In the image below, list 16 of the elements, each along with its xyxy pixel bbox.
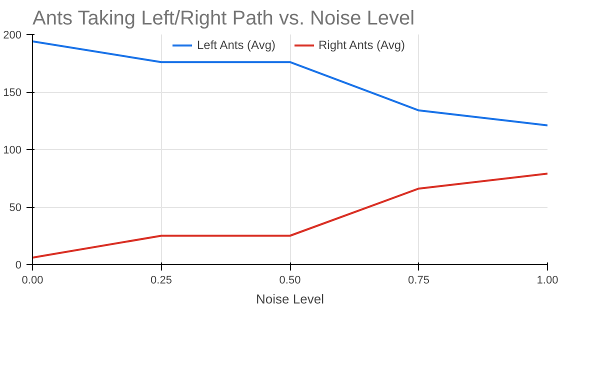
x-tick-label: 0.50 xyxy=(279,274,301,286)
x-tick-label: 0.00 xyxy=(22,274,44,286)
legend-label: Right Ants (Avg) xyxy=(318,38,405,52)
y-tick-label: 100 xyxy=(3,144,22,156)
chart-title: Ants Taking Left/Right Path vs. Noise Level xyxy=(32,8,415,30)
x-tick-label: 0.75 xyxy=(408,274,430,286)
y-tick-label: 50 xyxy=(9,202,22,214)
x-tick-label: 1.00 xyxy=(536,274,558,286)
x-tick-label: 0.25 xyxy=(150,274,172,286)
x-axis-title: Noise Level xyxy=(256,292,324,306)
y-tick-label: 0 xyxy=(15,260,22,272)
line-series xyxy=(32,40,548,126)
y-tick-label: 150 xyxy=(3,87,22,99)
y-tick-label: 200 xyxy=(3,30,22,42)
legend-label: Left Ants (Avg) xyxy=(197,38,276,52)
line-series xyxy=(32,172,548,259)
